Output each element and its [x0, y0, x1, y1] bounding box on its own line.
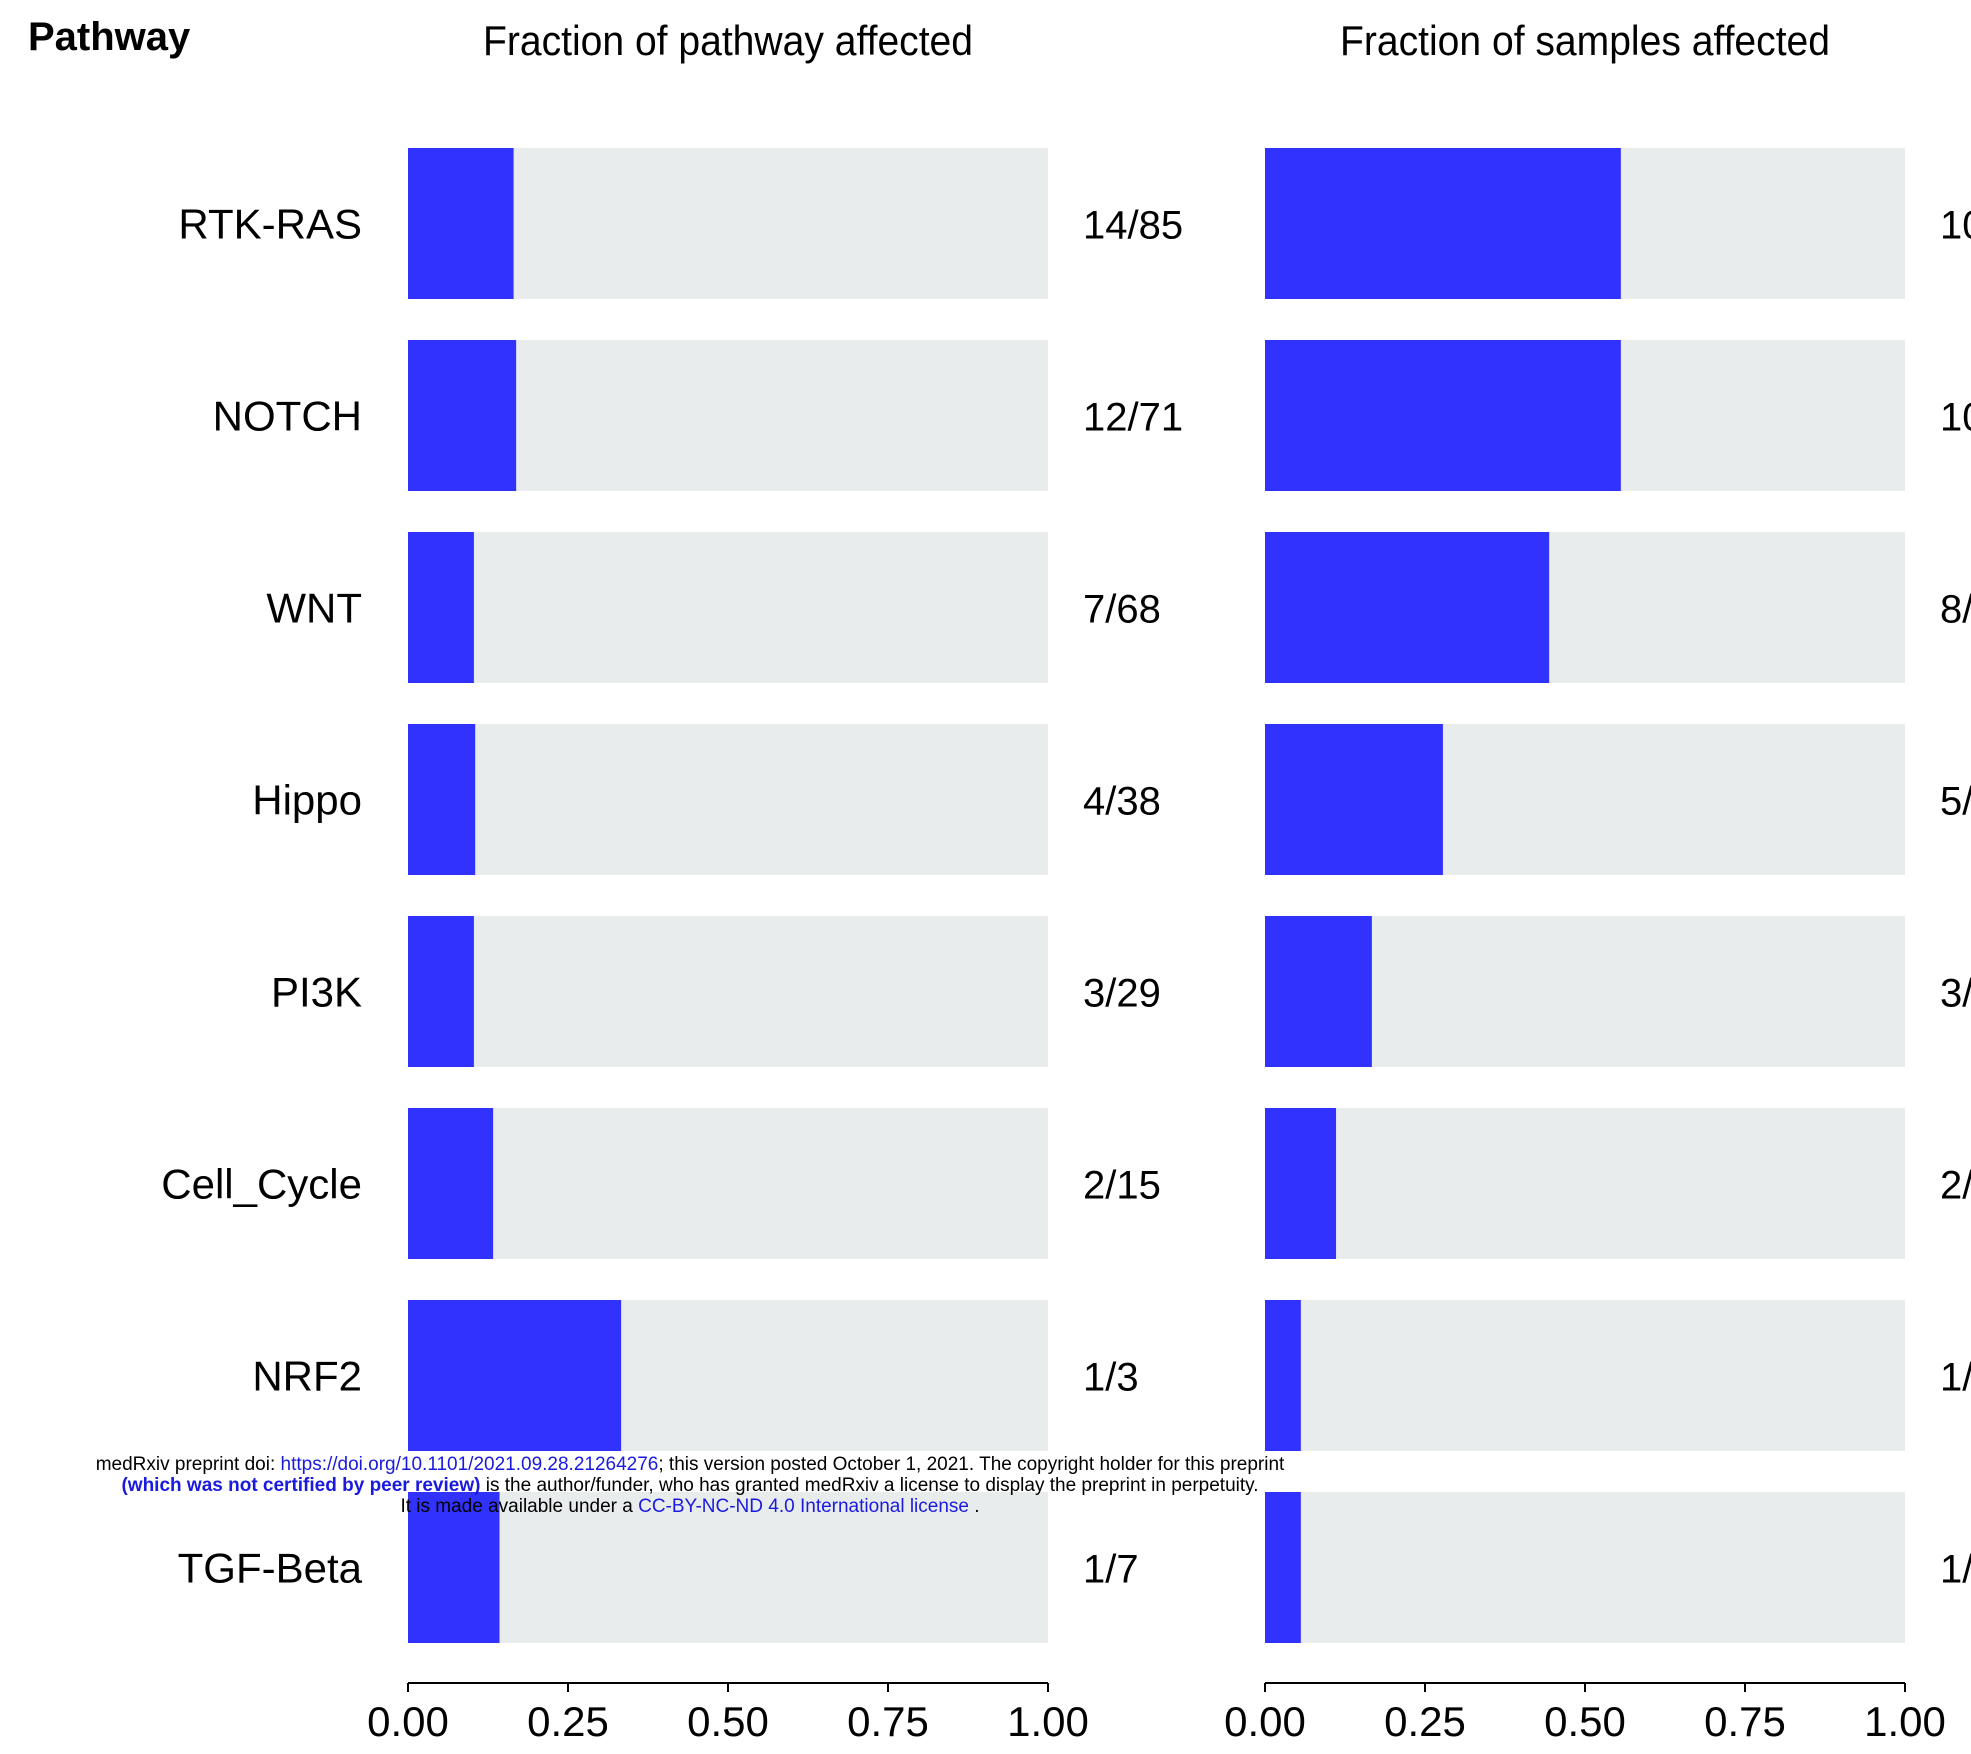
- bar: [408, 916, 474, 1067]
- preprint-notice: medRxiv preprint doi: https://doi.org/10…: [0, 1454, 1380, 1517]
- category-label: NRF2: [252, 1353, 362, 1400]
- bar-background: [408, 148, 1048, 299]
- count-label: 5/: [1940, 780, 1971, 824]
- row-header: Pathway: [28, 15, 191, 59]
- notice-license-text: is the author/funder, who has granted me…: [480, 1475, 1259, 1496]
- bar: [1265, 1492, 1301, 1643]
- x-tick-label: 0.75: [1704, 1698, 1786, 1745]
- count-label: 2/15: [1083, 1164, 1161, 1208]
- count-label: 1/3: [1083, 1356, 1139, 1400]
- x-tick-label: 0.50: [687, 1698, 769, 1745]
- x-tick-label: 0.25: [1384, 1698, 1466, 1745]
- bar: [1265, 1300, 1301, 1451]
- count-label: 2/: [1940, 1164, 1971, 1208]
- category-label: Hippo: [252, 777, 362, 824]
- category-label: NOTCH: [213, 393, 362, 440]
- bar-background: [408, 1492, 1048, 1643]
- count-label: 1/: [1940, 1548, 1971, 1592]
- bar-background: [408, 1108, 1048, 1259]
- count-label: 7/68: [1083, 588, 1161, 632]
- count-label: 14/85: [1083, 204, 1183, 248]
- x-tick-label: 0.50: [1544, 1698, 1626, 1745]
- notice-line-1: medRxiv preprint doi: https://doi.org/10…: [0, 1454, 1380, 1475]
- doi-link[interactable]: https://doi.org/10.1101/2021.09.28.21264…: [280, 1454, 659, 1475]
- notice-copyright-text: ; this version posted October 1, 2021. T…: [658, 1454, 1285, 1475]
- bar-background: [1265, 1492, 1905, 1643]
- bar-background: [1265, 1300, 1905, 1451]
- notice-available-text: It is made available under a: [400, 1496, 639, 1517]
- bar: [408, 532, 474, 683]
- bar: [1265, 148, 1621, 299]
- peer-review-note: (which was not certified by peer review): [121, 1475, 481, 1496]
- bar: [408, 724, 476, 875]
- panel-title: Fraction of pathway affected: [483, 17, 973, 64]
- bar-background: [408, 532, 1048, 683]
- count-label: 10: [1940, 204, 1971, 248]
- x-tick-label: 0.00: [367, 1698, 449, 1745]
- bar: [408, 1108, 494, 1259]
- count-label: 1/7: [1083, 1548, 1139, 1592]
- category-label: RTK-RAS: [178, 201, 362, 248]
- x-tick-label: 0.00: [1224, 1698, 1306, 1745]
- x-tick-label: 1.00: [1007, 1698, 1089, 1745]
- count-label: 12/71: [1083, 396, 1183, 440]
- bar: [408, 340, 517, 491]
- bar: [408, 1300, 622, 1451]
- panel-title: Fraction of samples affected: [1340, 17, 1830, 64]
- count-label: 4/38: [1083, 780, 1161, 824]
- bar-background: [408, 724, 1048, 875]
- bar: [1265, 532, 1550, 683]
- count-label: 10: [1940, 396, 1971, 440]
- bar-background: [408, 916, 1048, 1067]
- x-tick-label: 0.25: [527, 1698, 609, 1745]
- count-label: 3/: [1940, 972, 1971, 1016]
- bar: [408, 148, 514, 299]
- license-link[interactable]: CC-BY-NC-ND 4.0 International license: [638, 1496, 969, 1517]
- count-label: 3/29: [1083, 972, 1161, 1016]
- notice-line-3: It is made available under a CC-BY-NC-ND…: [0, 1496, 1380, 1517]
- notice-line-2: (which was not certified by peer review)…: [0, 1475, 1380, 1496]
- x-tick-label: 1.00: [1864, 1698, 1946, 1745]
- notice-doi-prefix: medRxiv preprint doi:: [95, 1454, 281, 1475]
- bar: [408, 1492, 500, 1643]
- notice-period: .: [968, 1496, 980, 1517]
- x-tick-label: 0.75: [847, 1698, 929, 1745]
- category-label: Cell_Cycle: [161, 1161, 362, 1208]
- category-label: TGF-Beta: [178, 1545, 363, 1592]
- category-label: PI3K: [271, 969, 362, 1016]
- bar: [1265, 1108, 1337, 1259]
- category-label: WNT: [266, 585, 362, 632]
- count-label: 1/: [1940, 1356, 1971, 1400]
- bar-background: [1265, 1108, 1905, 1259]
- bar: [1265, 916, 1372, 1067]
- count-label: 8/: [1940, 588, 1971, 632]
- bar: [1265, 340, 1621, 491]
- bar: [1265, 724, 1443, 875]
